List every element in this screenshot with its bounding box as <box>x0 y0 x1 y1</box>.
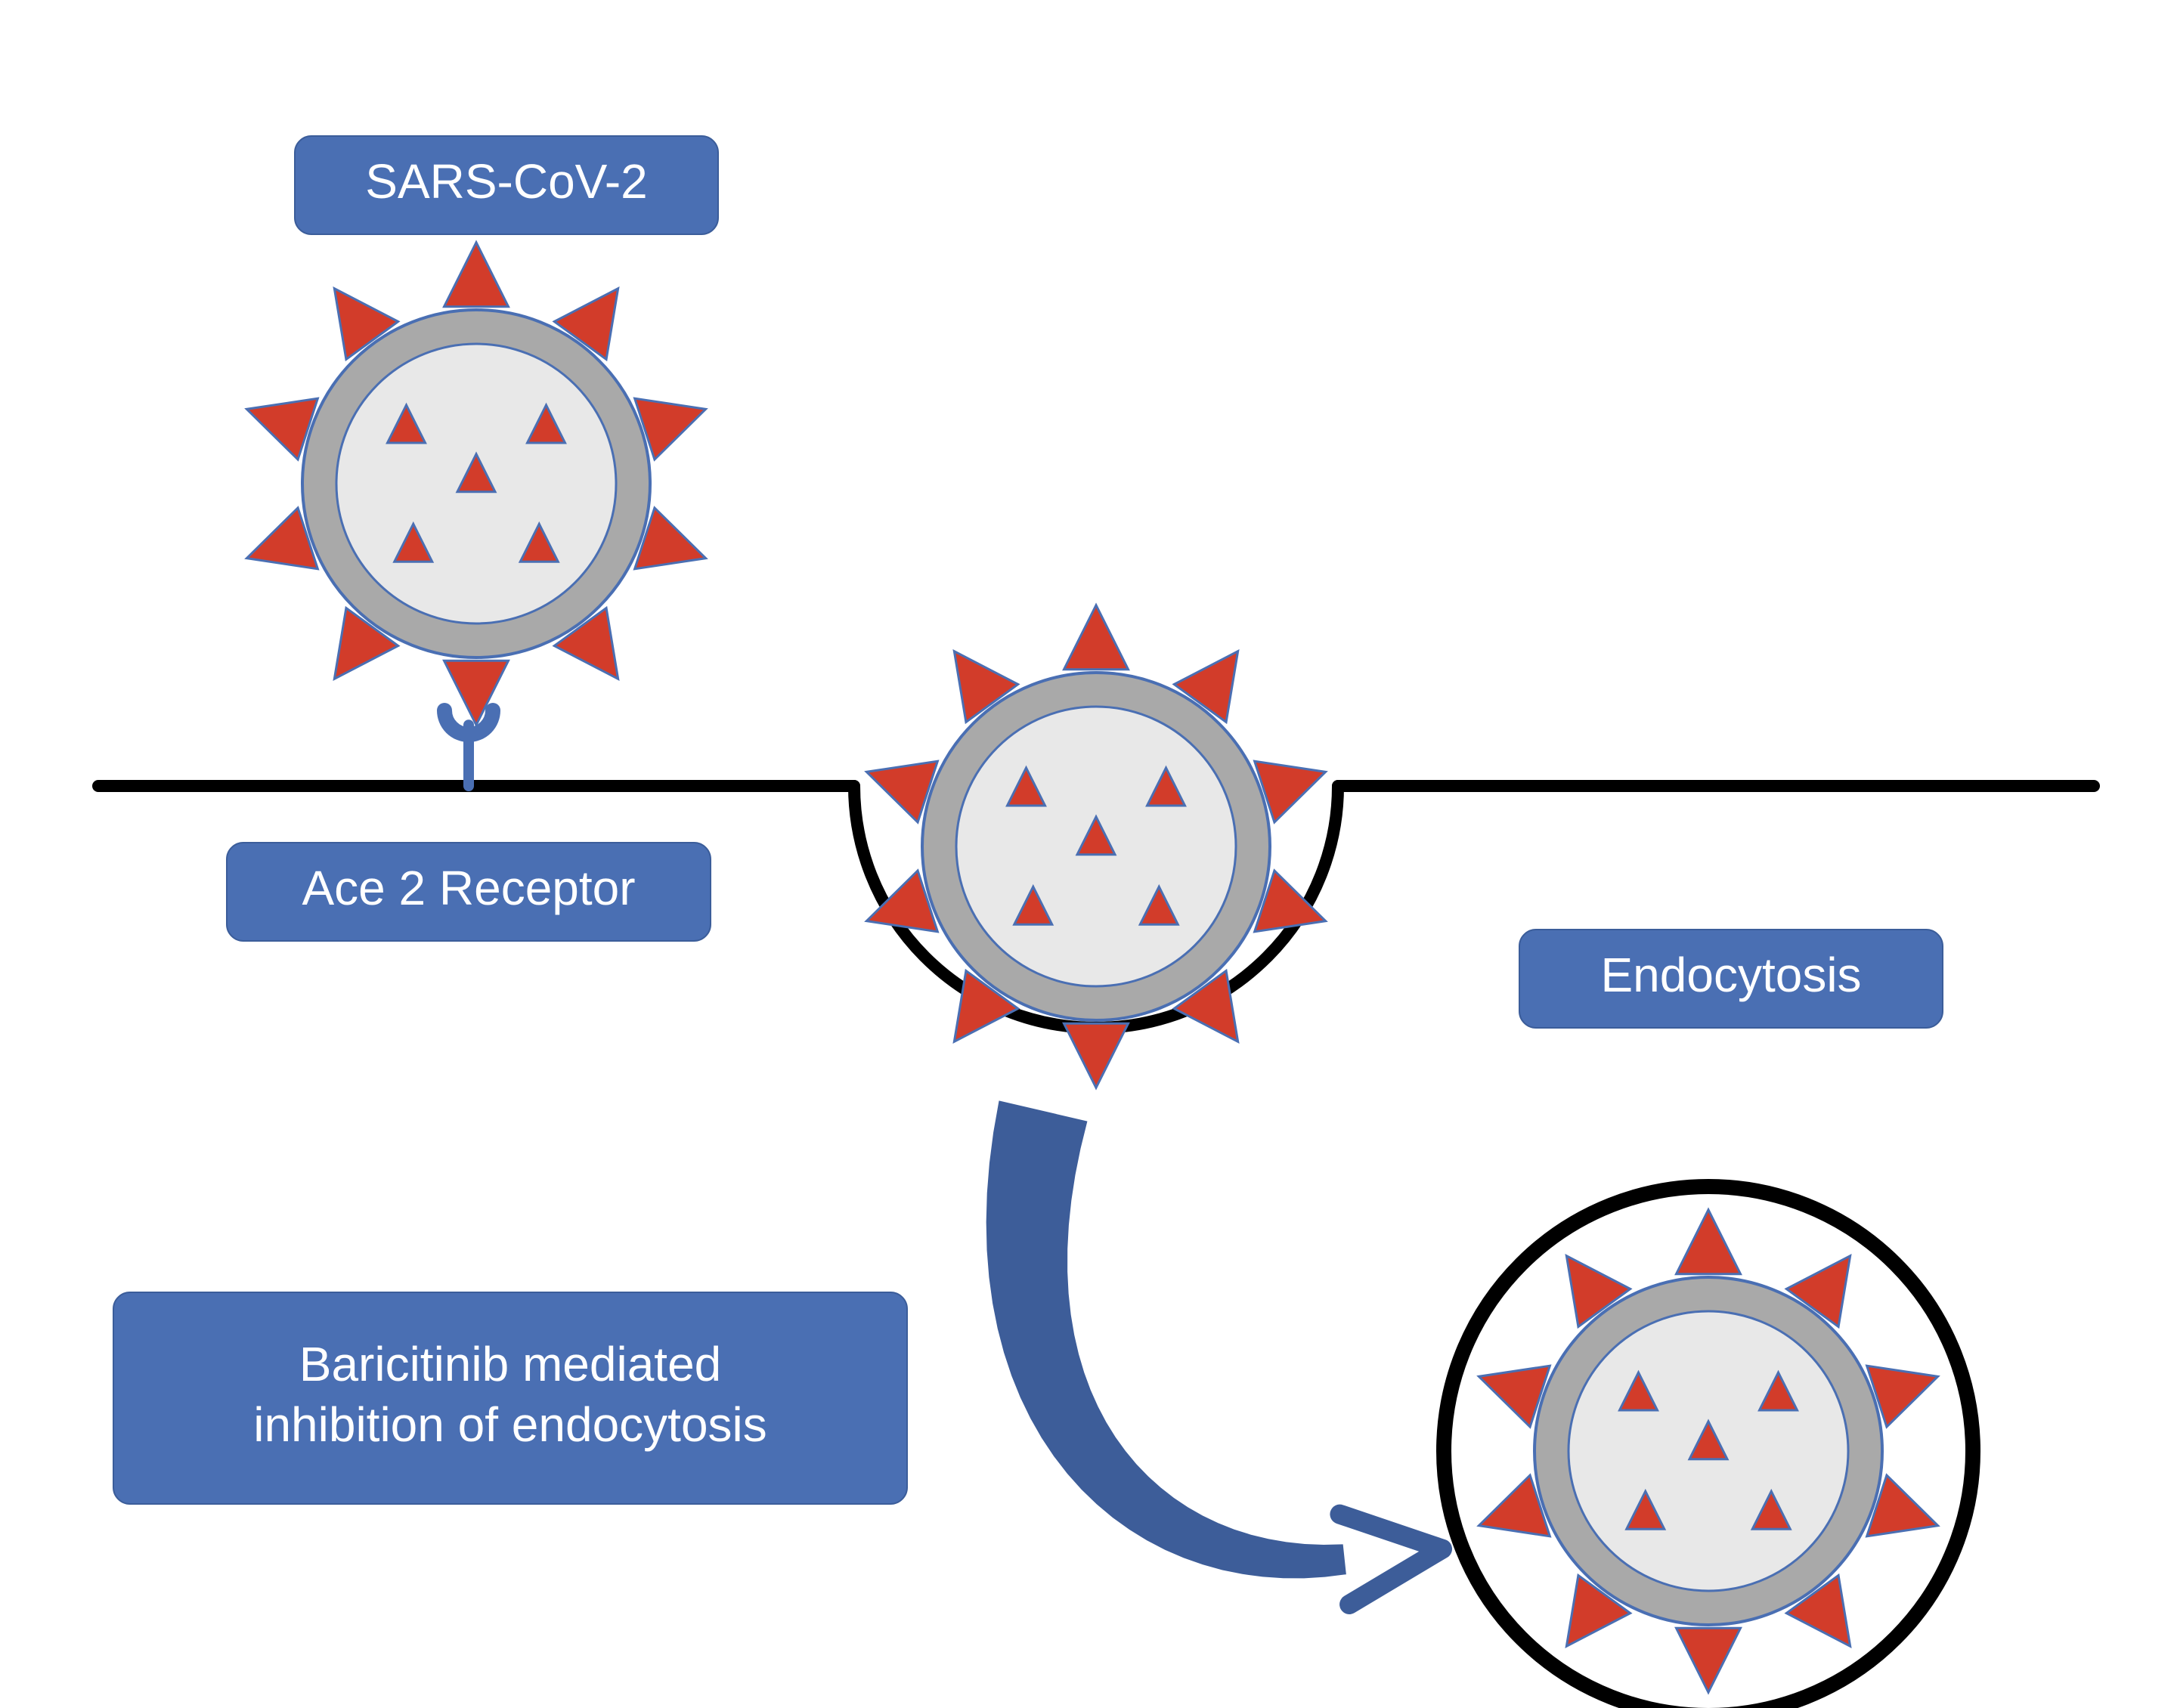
ace2-receptor-icon <box>444 710 493 786</box>
diagram-canvas: SARS-CoV-2 Ace 2 Receptor Endocytosis Baric… <box>0 0 2174 1708</box>
virus-in-endosome-spike <box>1677 1210 1741 1274</box>
label-sars-cov-2: SARS-CoV-2 <box>295 136 718 234</box>
label-baricitinib: Baricitinib mediated inhibition of endocy… <box>113 1292 907 1504</box>
label-ace2-receptor-text: Ace 2 Receptor <box>302 861 635 915</box>
label-baricitinib-text-1: inhibition of endocytosis <box>253 1397 767 1452</box>
virus-in-endosome <box>1479 1210 1937 1693</box>
label-endocytosis: Endocytosis <box>1519 930 1943 1028</box>
virus-in-endosome-spike <box>1677 1628 1741 1692</box>
virus-in-pit-spike <box>1064 605 1129 670</box>
endocytosis-arrow-body <box>986 1100 1346 1578</box>
virus-in-pit-spike <box>1064 1023 1129 1088</box>
label-sars-cov-2-text: SARS-CoV-2 <box>365 154 647 209</box>
endocytosis-arrow-head <box>1339 1515 1442 1604</box>
virus-free <box>246 243 705 726</box>
label-baricitinib-text-0: Baricitinib mediated <box>299 1337 722 1391</box>
virus-in-pit <box>866 605 1325 1088</box>
label-ace2-receptor: Ace 2 Receptor <box>227 843 711 941</box>
virus-free-spike <box>444 243 509 307</box>
label-endocytosis-text: Endocytosis <box>1600 948 1861 1002</box>
